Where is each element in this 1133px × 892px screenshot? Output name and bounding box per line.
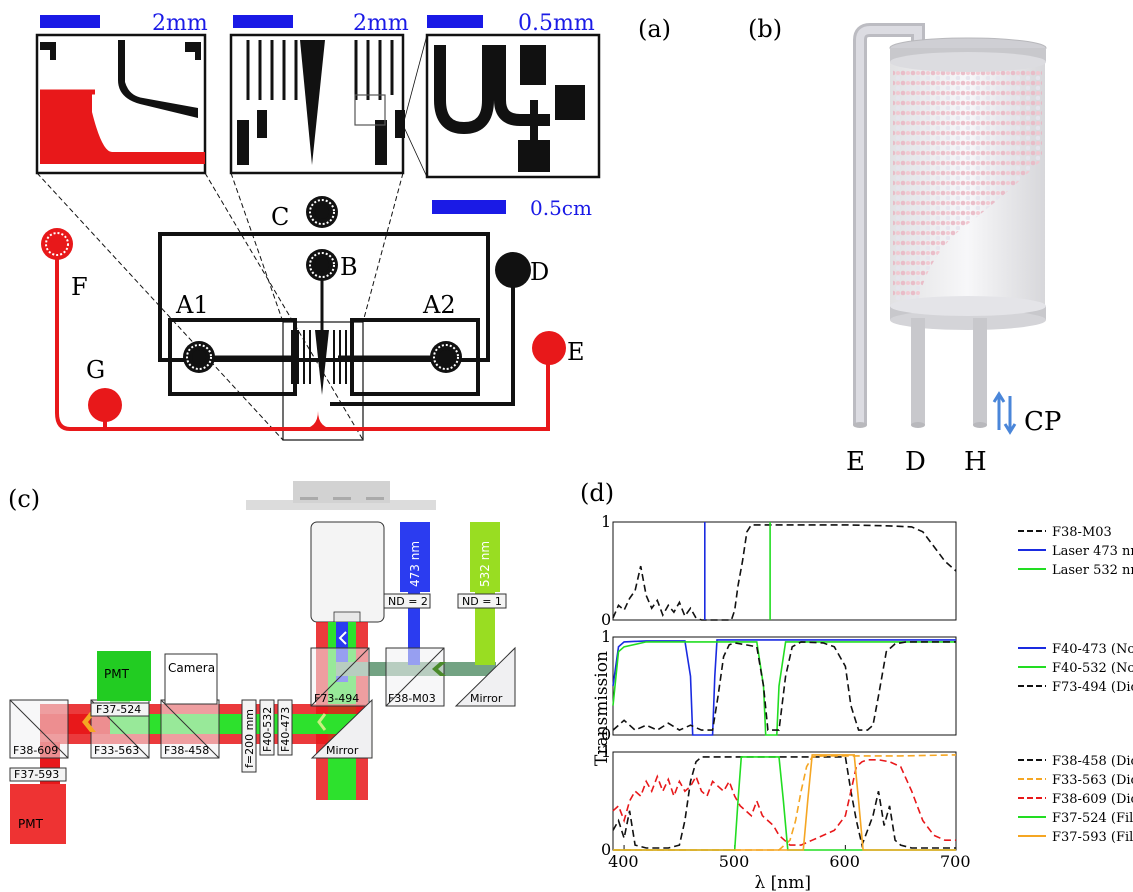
component-f38-m03: F38-M03	[388, 692, 436, 705]
legend-entry: F37-593 (Filter)	[1052, 830, 1133, 845]
y-tick-label: 0	[601, 840, 611, 859]
node-c	[306, 196, 338, 228]
series-line	[613, 754, 956, 851]
component-f38-458: F38-458	[164, 744, 209, 757]
y-axis-label: Transmission	[592, 651, 612, 766]
legend-entry: F37-524 (Filter)	[1052, 811, 1133, 826]
component-f38-609: F38-609	[13, 744, 58, 757]
x-tick-label: 400	[608, 852, 639, 871]
series-line	[612, 641, 956, 732]
label-e: E	[567, 338, 585, 366]
pmt-green: PMT	[104, 667, 130, 681]
component-f33-563: F33-563	[94, 744, 139, 757]
scale-label: 0.5cm	[530, 196, 592, 220]
source-473: 473 nm	[408, 541, 422, 587]
label-f: F	[71, 273, 88, 301]
legend-entry: F73-494 (Dichroic)	[1052, 680, 1133, 695]
label-b: B	[340, 253, 358, 281]
panel-c: 473 nm 532 nm ND = 2 ND = 1 F73-494 F38-…	[9, 481, 516, 844]
node-b	[306, 249, 338, 281]
series-line	[612, 756, 956, 849]
series-line	[612, 639, 956, 736]
x-tick-label: 500	[719, 852, 750, 871]
nd-filter-2: ND = 1	[462, 595, 502, 608]
y-tick-label: 0	[601, 610, 611, 629]
panel-label-c: (c)	[8, 485, 40, 513]
label-c: C	[271, 203, 289, 231]
camera: Camera	[168, 661, 215, 675]
legend-entry: F38-458 (Dichroic)	[1052, 754, 1133, 769]
node-a1	[183, 341, 215, 373]
legend-entry: F40-532 (Notch)	[1052, 661, 1133, 676]
series-line	[612, 524, 957, 621]
component-mirror-1: Mirror	[470, 692, 503, 705]
legend-entry: Laser 473 nm	[1052, 544, 1133, 559]
inset-2	[229, 33, 405, 175]
legend-entry: Laser 532 nm	[1052, 563, 1133, 578]
panel-label-d: (d)	[580, 479, 614, 507]
x-tick-label: 700	[940, 852, 971, 871]
inset-1	[35, 33, 207, 175]
legend-entry: F40-473 (Notch)	[1052, 642, 1133, 657]
tube-label-d: D	[905, 447, 926, 477]
y-tick-label: 0	[601, 725, 611, 744]
component-f37-524: F37-524	[96, 703, 141, 716]
scale-bar	[40, 15, 100, 28]
legend-entry: F38-609 (Dichroic)	[1052, 792, 1133, 807]
node-d	[495, 252, 531, 288]
scale-label: 2mm	[152, 11, 208, 36]
scale-label: 0.5mm	[518, 11, 595, 36]
panel-label-a: (a)	[638, 15, 671, 43]
y-tick-label: 1	[601, 627, 611, 646]
series-line	[613, 756, 956, 851]
node-f	[41, 228, 73, 260]
scale-bar	[432, 200, 506, 214]
plot-frame	[612, 521, 957, 621]
x-axis-label: λ [nm]	[755, 873, 812, 892]
node-e	[532, 331, 566, 365]
label-a1: A1	[175, 291, 209, 319]
component-f37-593: F37-593	[14, 768, 59, 781]
panel-label-b: (b)	[748, 15, 782, 43]
y-tick-label: 1	[601, 742, 611, 761]
label-d: D	[530, 258, 549, 286]
panel-b: E D H CP	[846, 23, 1061, 477]
inset-3	[425, 33, 601, 179]
panel-a: 2mm 2mm 0.5mm 0.5cm	[35, 11, 601, 441]
nd-filter-1: ND = 2	[388, 595, 428, 608]
pmt-red: PMT	[18, 817, 44, 831]
component-mirror-2: Mirror	[326, 744, 359, 757]
cp-label: CP	[1024, 407, 1061, 437]
series-line	[612, 758, 956, 846]
component-f40-532: F40-532	[261, 707, 274, 752]
component-f73-494: F73-494	[314, 692, 359, 705]
x-tick-label: 600	[829, 852, 860, 871]
series-line	[613, 754, 957, 851]
component-f40-473: F40-473	[279, 707, 292, 752]
scale-label: 2mm	[353, 11, 409, 36]
legend-entry: F33-563 (Dichroic)	[1052, 773, 1133, 788]
component-lens: f=200 mm	[243, 709, 256, 768]
scale-bar	[233, 15, 293, 28]
node-a2	[430, 341, 462, 373]
scale-bar	[427, 15, 483, 28]
plot-frame	[612, 751, 957, 851]
label-a2: A2	[422, 291, 456, 319]
label-g: G	[86, 356, 105, 384]
legend-entry: F38-M03	[1052, 525, 1112, 540]
y-tick-label: 1	[601, 512, 611, 531]
tube-label-h: H	[964, 447, 987, 477]
tube-label-e: E	[846, 447, 865, 477]
source-532: 532 nm	[478, 541, 492, 587]
node-g	[88, 388, 122, 422]
